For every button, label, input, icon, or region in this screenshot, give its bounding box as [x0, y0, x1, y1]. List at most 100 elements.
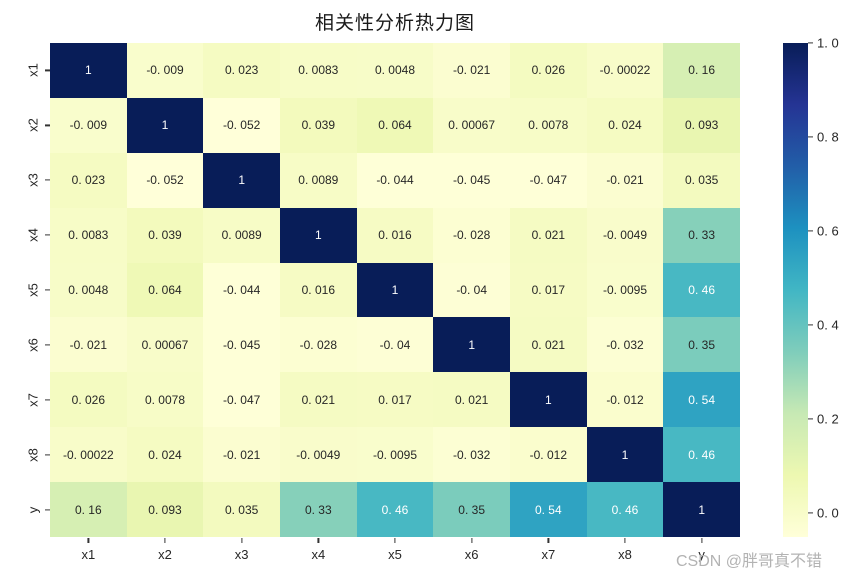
heatmap-cell: 0. 33 — [663, 207, 740, 263]
heatmap-cell: 0. 035 — [663, 152, 740, 208]
heatmap-cell: 0. 021 — [279, 372, 357, 428]
x-axis-tick-label: x4 — [311, 547, 326, 562]
colorbar-tick-label: 0. 2 — [817, 411, 839, 427]
heatmap-cell: 0. 33 — [279, 482, 357, 537]
colorbar-tick-mark — [808, 42, 813, 44]
heatmap-cell: 1 — [663, 482, 740, 537]
heatmap-cell: -0. 032 — [433, 427, 510, 483]
y-axis-tick-label: x4 — [25, 228, 41, 242]
heatmap-cell: 0. 0048 — [356, 43, 434, 98]
heatmap-cell: 0. 026 — [50, 372, 127, 428]
heatmap-cell: 0. 064 — [356, 97, 434, 153]
heatmap-cell: -0. 044 — [356, 152, 434, 208]
colorbar-tick-label: 1. 0 — [817, 35, 839, 51]
heatmap-cell: -0. 052 — [203, 97, 280, 153]
heatmap-cell: 0. 35 — [433, 482, 510, 537]
y-axis-tick-mark — [44, 454, 50, 456]
y-axis-tick-mark — [44, 289, 50, 291]
heatmap-cell: -0. 012 — [586, 372, 664, 428]
x-axis-tick-label: x5 — [388, 547, 402, 562]
y-axis-tick-mark — [44, 234, 50, 236]
heatmap-cell: 0. 021 — [433, 372, 510, 428]
heatmap-cell: -0. 028 — [433, 207, 510, 263]
heatmap-cell: -0. 0049 — [279, 427, 357, 483]
x-axis-tick-mark — [624, 537, 626, 543]
heatmap-cell: 0. 021 — [509, 207, 587, 263]
x-axis-tick-mark — [547, 537, 549, 543]
colorbar-tick-mark — [808, 418, 813, 420]
x-axis-tick-mark — [87, 537, 89, 543]
heatmap-cell: -0. 009 — [126, 43, 204, 98]
y-axis-tick-mark — [44, 69, 50, 72]
heatmap-cell: -0. 012 — [509, 427, 587, 483]
colorbar — [783, 43, 808, 537]
x-axis-tick-mark — [394, 537, 396, 543]
heatmap-cell: 0. 54 — [509, 482, 587, 537]
heatmap-cell: 0. 093 — [126, 482, 204, 537]
colorbar-tick-mark — [808, 136, 813, 138]
colorbar-tick-label: 0. 4 — [817, 317, 839, 333]
heatmap-cell: 0. 0089 — [279, 152, 357, 208]
heatmap-cell: 0. 46 — [663, 262, 740, 318]
heatmap-cell: 0. 024 — [126, 427, 204, 483]
heatmap-cell: 0. 023 — [203, 43, 280, 98]
heatmap-cell: 0. 00067 — [433, 97, 510, 153]
x-axis-tick-label: x8 — [618, 547, 632, 562]
heatmap-cell: 0. 039 — [126, 207, 204, 263]
x-axis-tick-label: x3 — [234, 547, 249, 562]
heatmap-cell: -0. 0095 — [356, 427, 434, 483]
x-axis-tick-label: y — [698, 547, 705, 562]
heatmap-cell: -0. 032 — [586, 317, 664, 373]
heatmap-cell: -0. 045 — [433, 152, 510, 208]
heatmap-cell: 0. 093 — [663, 97, 740, 153]
x-axis-tick-mark — [164, 537, 166, 543]
y-axis-tick-label: x1 — [25, 63, 41, 78]
heatmap-cell: 0. 026 — [509, 43, 587, 98]
heatmap-cell: 0. 016 — [356, 207, 434, 263]
colorbar-tick-label: 0. 8 — [817, 129, 839, 145]
x-axis-tick-label: x1 — [81, 547, 96, 562]
y-axis-tick-label: y — [25, 506, 41, 513]
heatmap-cell: 0. 064 — [126, 262, 204, 318]
y-axis-tick-mark — [44, 508, 50, 511]
heatmap-cell: 0. 0078 — [126, 372, 204, 428]
heatmap-cell: -0. 047 — [203, 372, 280, 428]
heatmap-cell: -0. 021 — [50, 317, 127, 373]
heatmap-cell: 0. 016 — [279, 262, 357, 318]
heatmap-cell: -0. 009 — [50, 97, 127, 153]
heatmap-cell: 1 — [356, 262, 434, 318]
heatmap-cell: -0. 028 — [279, 317, 357, 373]
heatmap-cell: -0. 052 — [126, 152, 204, 208]
y-axis-tick-label: x5 — [25, 283, 41, 297]
heatmap-cell: 1 — [50, 43, 127, 98]
heatmap-cell: -0. 0049 — [586, 207, 664, 263]
heatmap-cell: 0. 017 — [509, 262, 587, 318]
y-axis-tick-mark — [44, 399, 50, 401]
x-axis-tick-label: x7 — [541, 547, 556, 562]
heatmap-cell: 0. 0083 — [279, 43, 357, 98]
colorbar-tick-mark — [808, 324, 813, 326]
y-axis-tick-mark — [44, 344, 50, 346]
y-axis-tick-label: x6 — [25, 338, 41, 352]
x-axis-tick-label: x6 — [464, 547, 479, 562]
heatmap-cell: 0. 46 — [586, 482, 664, 537]
heatmap-cell: 0. 024 — [586, 97, 664, 153]
heatmap-cell: 0. 039 — [279, 97, 357, 153]
heatmap-cell: 0. 46 — [356, 482, 434, 537]
colorbar-tick-mark — [808, 511, 813, 514]
y-axis-tick-mark — [44, 124, 50, 126]
heatmap-cell: 0. 0078 — [509, 97, 587, 153]
heatmap-cell: 0. 46 — [663, 427, 740, 483]
heatmap-cell: -0. 044 — [203, 262, 280, 318]
heatmap-cell: -0. 021 — [586, 152, 664, 208]
heatmap-cell: -0. 00022 — [50, 427, 127, 483]
heatmap-cell: 0. 16 — [50, 482, 127, 537]
heatmap-cell: 0. 35 — [663, 317, 740, 373]
heatmap-cell: 0. 035 — [203, 482, 280, 537]
heatmap-cell: -0. 04 — [356, 317, 434, 373]
heatmap-cell: 1 — [509, 372, 587, 428]
heatmap-cell: -0. 00022 — [586, 43, 664, 98]
y-axis-tick-label: x7 — [25, 392, 41, 407]
heatmap-cell: -0. 021 — [433, 43, 510, 98]
